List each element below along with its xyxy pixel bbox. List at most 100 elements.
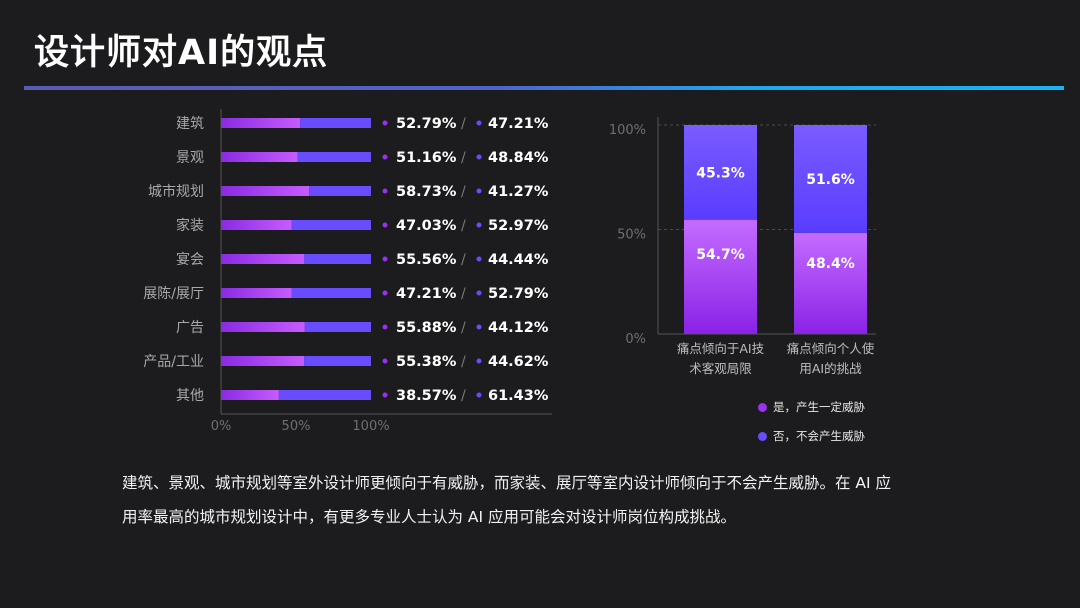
- label-yes: 51.16%: [396, 150, 457, 166]
- label-yes: 58.73%: [396, 184, 457, 200]
- legend-dot-yes: [758, 402, 767, 412]
- label-dot-no: [476, 358, 482, 364]
- bar-no: [304, 356, 371, 366]
- left-bar-chart: 建筑 52.79%/47.21%景观 51.16%/48.84%城市规划 58.73%…: [143, 109, 552, 434]
- left-x-tick: 100%: [352, 419, 389, 434]
- title-divider: [24, 86, 1064, 90]
- left-category-label: 展陈/展厅: [143, 285, 204, 302]
- label-no: 45.3%: [696, 165, 745, 181]
- bar-no: [291, 220, 371, 230]
- bar-yes: [221, 152, 298, 162]
- label-no: 51.6%: [806, 172, 855, 188]
- right-category-label: 术客观局限: [689, 361, 752, 376]
- bar-yes: [221, 288, 292, 298]
- bar-no: [304, 254, 371, 264]
- summary-text: 建筑、景观、城市规划等室外设计师更倾向于有威胁，而家装、展厅等室内设计师倾向于不…: [122, 474, 892, 526]
- label-dot-no: [476, 324, 482, 330]
- bar-no: [291, 288, 371, 298]
- left-category-label: 产品/工业: [143, 354, 204, 370]
- bar-yes: [221, 254, 305, 264]
- left-category-label: 其他: [176, 388, 204, 404]
- label-dot-no: [476, 392, 482, 398]
- label-yes: 52.79%: [396, 116, 457, 132]
- bar-yes: [684, 219, 757, 334]
- left-x-tick: 50%: [282, 419, 311, 434]
- label-separator: /: [461, 184, 466, 200]
- bar-yes: [794, 232, 867, 334]
- left-category-label: 建筑: [176, 116, 204, 132]
- label-dot-yes: [382, 256, 388, 262]
- label-dot-no: [476, 256, 482, 262]
- label-dot-yes: [382, 358, 388, 364]
- legend-item-no: 否，不会产生威胁: [758, 428, 865, 444]
- label-dot-no: [476, 120, 482, 126]
- label-yes: 55.38%: [396, 354, 457, 370]
- right-y-tick: 50%: [617, 228, 646, 243]
- right-y-tick: 0%: [625, 332, 646, 347]
- legend-label-no: 否，不会产生威胁: [773, 429, 865, 443]
- right-category-label: 痛点倾向个人使: [787, 341, 875, 356]
- page-title: 设计师对AI的观点: [34, 33, 329, 73]
- bar-yes: [221, 356, 305, 366]
- label-separator: /: [461, 320, 466, 336]
- label-dot-yes: [382, 324, 388, 330]
- label-no: 61.43%: [488, 388, 549, 404]
- label-yes: 38.57%: [396, 388, 457, 404]
- label-no: 52.79%: [488, 286, 549, 302]
- left-category-label: 景观: [176, 150, 204, 166]
- bar-no: [300, 118, 371, 128]
- bar-yes: [221, 186, 310, 196]
- label-dot-yes: [382, 188, 388, 194]
- left-x-tick: 0%: [211, 419, 232, 434]
- bar-yes: [221, 220, 292, 230]
- right-category-label: 痛点倾向于AI技: [677, 341, 765, 356]
- label-yes: 55.88%: [396, 320, 457, 336]
- label-yes: 48.4%: [806, 256, 855, 272]
- label-no: 41.27%: [488, 184, 549, 200]
- bar-no: [304, 322, 371, 332]
- label-separator: /: [461, 354, 466, 370]
- label-no: 44.62%: [488, 354, 549, 370]
- bar-yes: [221, 390, 279, 400]
- label-dot-no: [476, 188, 482, 194]
- label-no: 47.21%: [488, 116, 549, 132]
- label-separator: /: [461, 116, 466, 132]
- label-dot-yes: [382, 392, 388, 398]
- label-no: 48.84%: [488, 150, 549, 166]
- left-category-label: 广告: [176, 320, 204, 336]
- label-dot-yes: [382, 222, 388, 228]
- bar-yes: [221, 118, 301, 128]
- label-no: 52.97%: [488, 218, 549, 234]
- left-category-label: 宴会: [176, 251, 204, 268]
- bar-no: [278, 390, 371, 400]
- label-separator: /: [461, 150, 466, 166]
- label-separator: /: [461, 252, 466, 268]
- label-dot-yes: [382, 154, 388, 160]
- label-no: 44.44%: [488, 252, 549, 268]
- label-dot-yes: [382, 120, 388, 126]
- label-dot-no: [476, 222, 482, 228]
- right-y-tick: 100%: [609, 123, 646, 138]
- label-yes: 54.7%: [696, 247, 745, 263]
- bar-no: [297, 152, 371, 162]
- label-dot-no: [476, 290, 482, 296]
- label-dot-yes: [382, 290, 388, 296]
- legend-item-yes: 是，产生一定威胁: [758, 399, 865, 415]
- bar-yes: [221, 322, 305, 332]
- left-category-label: 城市规划: [148, 183, 204, 200]
- right-category-label: 用AI的挑战: [799, 361, 862, 376]
- bar-no: [684, 125, 757, 220]
- bar-no: [794, 125, 867, 233]
- label-dot-no: [476, 154, 482, 160]
- label-yes: 47.03%: [396, 218, 457, 234]
- bar-no: [309, 186, 371, 196]
- left-category-label: 家装: [176, 217, 204, 234]
- label-no: 44.12%: [488, 320, 549, 336]
- legend-label-yes: 是，产生一定威胁: [773, 400, 865, 414]
- label-separator: /: [461, 218, 466, 234]
- legend-dot-no: [758, 431, 767, 441]
- label-yes: 47.21%: [396, 286, 457, 302]
- label-separator: /: [461, 286, 466, 302]
